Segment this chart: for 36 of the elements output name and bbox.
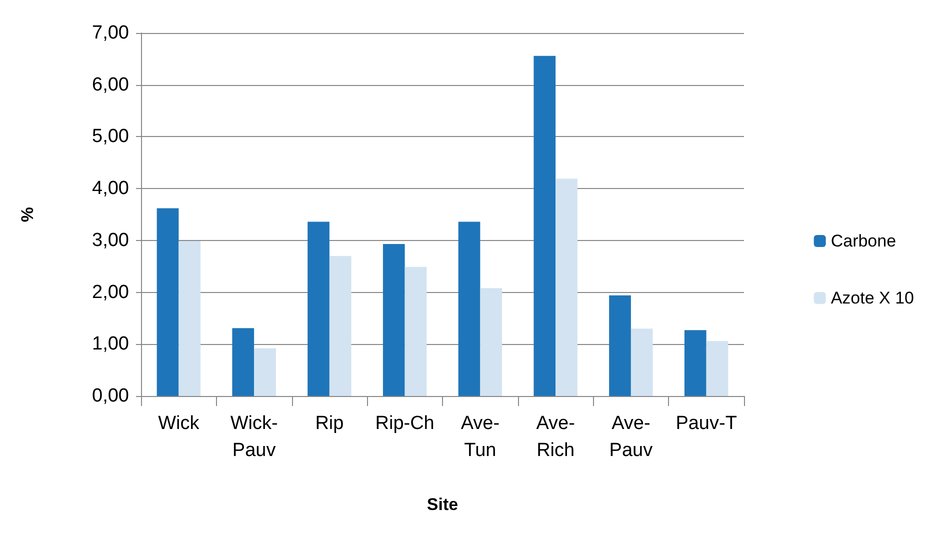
bar (706, 341, 728, 396)
bar (232, 328, 254, 396)
y-tick-label: 7,00 (92, 22, 129, 44)
bar (684, 330, 706, 396)
bar (254, 348, 276, 396)
x-tick-label: Wick-Pauv (230, 413, 278, 461)
x-tick-label: Ave-Rich (536, 413, 575, 461)
x-tick-label: Rip (315, 413, 344, 434)
bar (480, 288, 502, 396)
x-tick-label: Rip-Ch (375, 413, 434, 434)
legend-label: Azote X 10 (830, 288, 914, 308)
y-tick-label: 0,00 (92, 386, 129, 406)
bar (404, 266, 427, 396)
bar (178, 240, 201, 396)
x-tick-label: Pauv-T (676, 413, 738, 434)
x-tick-label: Ave-Pauv (609, 413, 654, 461)
y-tick-label: 6,00 (92, 74, 129, 96)
y-tick-label: 5,00 (92, 126, 129, 148)
bar (308, 222, 330, 396)
bar (382, 244, 405, 396)
x-tick-label: Wick (158, 413, 200, 434)
x-tick-label: Ave-Tun (460, 413, 500, 461)
y-tick-label: 2,00 (92, 282, 129, 303)
y-axis-title: % (18, 206, 37, 222)
bar (156, 208, 179, 396)
bar (609, 295, 631, 396)
y-tick-label: 1,00 (92, 334, 129, 355)
y-tick-label: 4,00 (92, 178, 129, 200)
y-tick-label: 3,00 (92, 230, 129, 251)
bar (458, 222, 480, 396)
bar (556, 178, 578, 396)
x-axis-title: Site (426, 495, 458, 514)
bar (630, 328, 653, 396)
bar (534, 56, 556, 396)
bar (329, 256, 352, 396)
legend-label: Carbone (830, 232, 896, 250)
